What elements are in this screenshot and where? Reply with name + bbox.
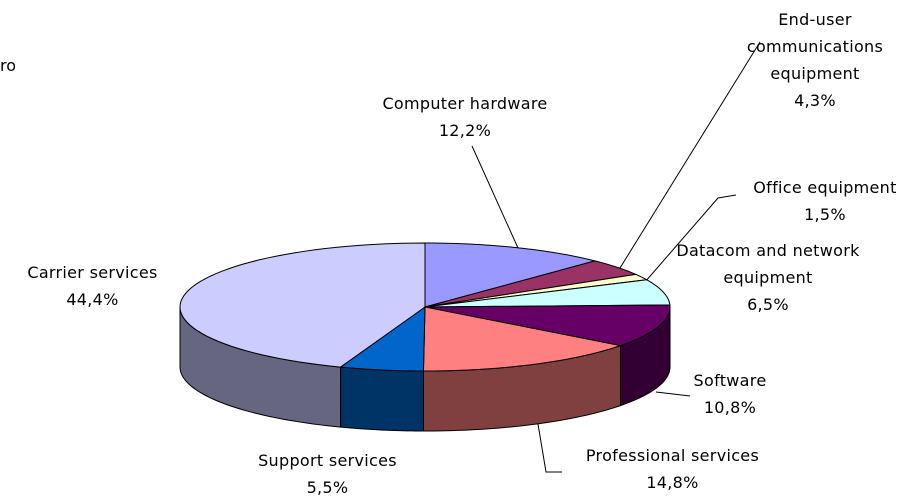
slice-name: Datacom and network equipment	[676, 241, 860, 287]
slice-label: Professional services 14,8%	[555, 442, 790, 496]
leader-line	[655, 391, 691, 397]
pie-slice	[424, 273, 649, 308]
slice-value: 14,8%	[646, 473, 699, 492]
slice-name: Office equipment	[753, 178, 897, 197]
slice-label: Office equipment 1,5%	[730, 174, 917, 228]
slice-label: Support services 5,5%	[230, 447, 425, 500]
slice-value: 44,4%	[66, 290, 119, 309]
corner-text: ro	[0, 56, 17, 75]
pie-slice	[424, 304, 671, 347]
slice-name: Software	[693, 371, 767, 390]
pie-slice	[422, 306, 623, 372]
slice-label: Carrier services 44,4%	[10, 259, 175, 313]
slice-name: Support services	[258, 451, 397, 470]
slice-name: End-user communications equipment	[746, 10, 884, 83]
slice-name: Carrier services	[27, 263, 158, 282]
pie-slice	[339, 306, 426, 372]
leader-line	[471, 145, 519, 249]
slice-value: 10,8%	[703, 398, 757, 417]
leader-line	[644, 194, 737, 283]
slice-value: 12,2%	[438, 121, 492, 140]
slice-value: 1,5%	[804, 205, 846, 224]
leader-line	[619, 41, 761, 269]
top-faces	[179, 242, 671, 372]
slice-name: Professional services	[585, 446, 760, 465]
slice-label: Computer hardware 12,2%	[365, 90, 565, 144]
slice-value: 5,5%	[306, 478, 349, 497]
side-walls	[179, 306, 671, 432]
leader-line	[537, 423, 562, 473]
pie-slice	[424, 279, 671, 308]
slice-label: Datacom and network equipment 6,5%	[668, 237, 868, 318]
pie-slice	[424, 260, 638, 308]
leader-lines	[471, 41, 761, 473]
pie-side	[340, 366, 424, 432]
slice-label: End-user communications equipment 4,3%	[730, 6, 900, 114]
slice-value: 6,5%	[747, 295, 789, 314]
slice-value: 4,3%	[794, 91, 836, 110]
pie-slice	[424, 242, 597, 308]
slice-label: Software 10,8%	[670, 367, 790, 421]
pie-slice	[179, 242, 426, 368]
slice-name: Computer hardware	[382, 94, 548, 113]
